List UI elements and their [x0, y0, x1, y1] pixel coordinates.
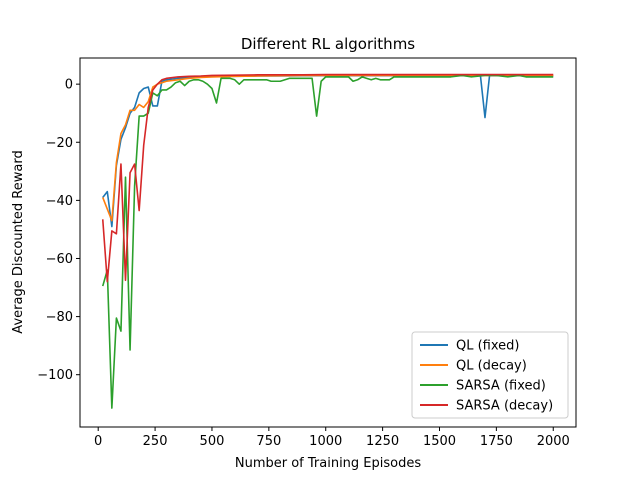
x-tick-label: 1500 — [423, 434, 456, 449]
legend: QL (fixed) QL (decay) SARSA (fixed) SARSA (… — [411, 331, 569, 419]
series-line-ql-decay — [102, 74, 554, 222]
y-tick-label: −60 — [46, 252, 73, 267]
x-axis-label: Number of Training Episodes — [235, 456, 421, 471]
legend-entry-label: QL (fixed) — [456, 339, 519, 354]
y-tick-label: 0 — [65, 78, 73, 93]
x-tick-label: 750 — [256, 434, 281, 449]
x-tick-label: 1250 — [366, 434, 399, 449]
legend-entry-label: QL (decay) — [456, 359, 527, 374]
x-tick-label: 250 — [143, 434, 168, 449]
legend-box — [411, 331, 569, 419]
chart-title: Different RL algorithms — [241, 35, 415, 53]
x-axis-ticks: 0 250 500 750 1000 1250 1500 1750 2000 — [94, 427, 570, 449]
x-tick-label: 500 — [200, 434, 225, 449]
y-axis-ticks: 0 −20 −40 −60 −80 −100 — [37, 78, 80, 383]
x-tick-label: 0 — [94, 434, 102, 449]
y-axis-label: Average Discounted Reward — [11, 150, 26, 333]
series-line-sarsa-decay — [101, 73, 554, 283]
series-line-sarsa-fixed — [101, 74, 554, 409]
x-tick-label: 1000 — [309, 434, 342, 449]
legend-entry-label: SARSA (fixed) — [456, 379, 546, 394]
legend-entry-label: SARSA (decay) — [456, 399, 553, 414]
y-tick-label: −20 — [46, 136, 73, 151]
x-tick-label: 2000 — [537, 434, 570, 449]
y-tick-label: −80 — [46, 310, 73, 325]
x-tick-label: 1750 — [480, 434, 513, 449]
series-lines — [101, 73, 554, 409]
y-tick-label: −40 — [46, 194, 73, 209]
plot-frame — [79, 57, 577, 428]
y-tick-label: −100 — [37, 368, 73, 383]
